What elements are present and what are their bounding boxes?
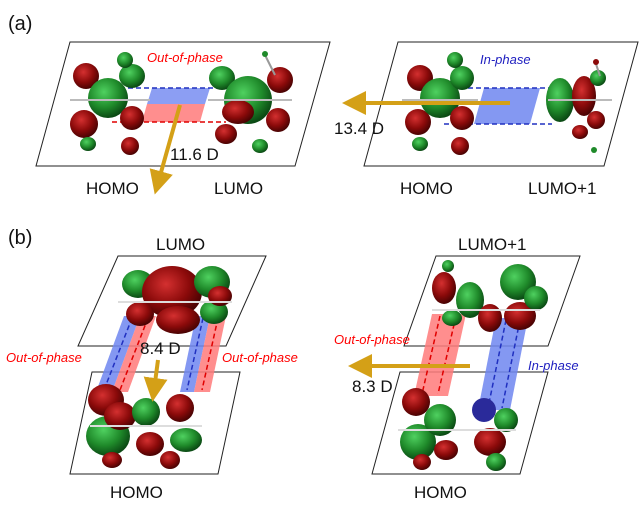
panel-b-left-lumo-label: LUMO (156, 235, 205, 254)
panel-a-left-plane (35, 41, 331, 167)
panel-b-left-homo-orbital (86, 384, 202, 469)
panel-a-left-homo-label: HOMO (86, 179, 139, 198)
panel-a-left-overlap-blue (147, 88, 210, 104)
panel-a-right-group: In-phase 13.4 D HOMO LUMO+1 (334, 41, 639, 198)
panel-b-right-phase-label-right: In-phase (528, 358, 579, 373)
panel-a-right-plane (363, 41, 639, 167)
panel-b-right-bottom-plane (371, 371, 549, 475)
panel-b-left-lumo-orbital (118, 266, 232, 334)
panel-a-left-lumo-orbital (208, 51, 293, 153)
panel-a-left-overlap-red (142, 104, 205, 122)
panel-b-left-phase-label-left: Out-of-phase (6, 350, 82, 365)
panel-b-right-lumo1-label: LUMO+1 (458, 235, 527, 254)
panel-b-right-top-plane (403, 255, 581, 347)
panel-a-label: (a) (8, 13, 32, 35)
panel-b-left-homo-label: HOMO (110, 483, 163, 502)
panel-b-right-homo-orbital (398, 388, 518, 471)
panel-a-left-phase-label: Out-of-phase (147, 50, 223, 65)
panel-b-left-strip-blue (96, 316, 140, 392)
panel-a-right-overlap-blue (474, 88, 540, 124)
panel-a-right-homo-orbital (402, 52, 478, 155)
panel-b-right-strip-blue (478, 318, 528, 410)
panel-a-right-phase-label: In-phase (480, 52, 531, 67)
panel-a-left-dipole-arrow (149, 104, 182, 195)
panel-b-right-phase-label-left: Out-of-phase (334, 332, 410, 347)
panel-b-label: (b) (8, 227, 32, 249)
panel-a-left-group: Out-of-phase 11.6 D HOMO LUMO (35, 41, 331, 198)
panel-b-left-strip-red-left (112, 316, 156, 392)
panel-b-left-phase-label-right: Out-of-phase (222, 350, 298, 365)
panel-b-left-dipole-arrow (143, 359, 168, 402)
panel-a-right-dipole-value: 13.4 D (334, 119, 384, 138)
panel-b-right-dipole-value: 8.3 D (352, 377, 393, 396)
panel-b-right-homo-label: HOMO (414, 483, 467, 502)
panel-b-right-group: LUMO+1 (334, 235, 581, 502)
panel-b-left-group: LUMO (6, 235, 298, 502)
panel-a-left-homo-orbital (70, 52, 150, 155)
panel-b-right-lumo1-orbital (432, 260, 548, 332)
panel-b-left-top-plane (77, 255, 267, 347)
panel-a-right-lumo1-label: LUMO+1 (528, 179, 597, 198)
panel-b-right-strip-red (414, 314, 466, 396)
panel-a-right-homo-label: HOMO (400, 179, 453, 198)
panel-a-left-lumo-label: LUMO (214, 179, 263, 198)
panel-a-left-dipole-value: 11.6 D (170, 145, 219, 164)
panel-a-right-lumo1-orbital (546, 59, 612, 153)
panel-b-left-dipole-value: 8.4 D (140, 339, 181, 358)
